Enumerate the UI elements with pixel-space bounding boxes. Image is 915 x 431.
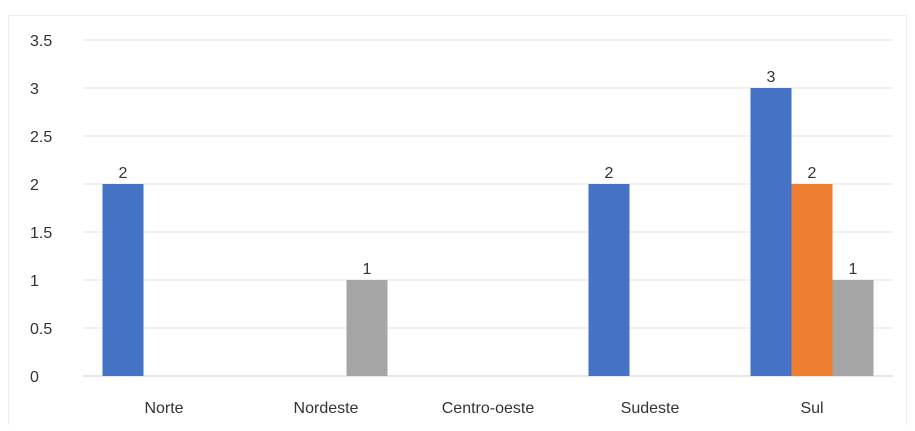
- y-tick-label: 3: [30, 81, 39, 98]
- gridlines: [83, 39, 893, 377]
- y-tick-label: 1: [30, 273, 39, 290]
- x-category-label: Norte: [144, 400, 183, 417]
- bar-sul-series-2: [791, 184, 833, 376]
- x-category-label: Sul: [800, 400, 823, 417]
- data-label: 2: [808, 165, 817, 182]
- x-category-label: Nordeste: [294, 400, 359, 417]
- y-tick-label: 0: [30, 369, 39, 386]
- x-category-label: Sudeste: [621, 400, 680, 417]
- y-axis-tick-labels: 0 0.5 1 1.5 2 2.5 3 3.5: [30, 33, 52, 386]
- bars: [102, 88, 874, 376]
- y-tick-label: 2: [30, 177, 39, 194]
- frame-border-right: [906, 15, 907, 425]
- x-category-label: Centro-oeste: [442, 400, 535, 417]
- x-axis-category-labels: Norte Nordeste Centro-oeste Sudeste Sul: [144, 400, 823, 417]
- data-label: 1: [849, 261, 858, 278]
- y-tick-label: 3.5: [30, 33, 52, 50]
- data-labels: 2 1 2 3 2 1: [119, 69, 858, 278]
- bar-norte-series-1: [102, 184, 144, 376]
- data-label: 2: [119, 165, 128, 182]
- data-label: 3: [767, 69, 776, 86]
- frame-border-top: [8, 15, 907, 16]
- y-tick-label: 0.5: [30, 321, 52, 338]
- data-label: 2: [605, 165, 614, 182]
- bar-sul-series-1: [750, 88, 792, 376]
- bar-sul-series-3: [832, 280, 874, 376]
- y-tick-label: 2.5: [30, 129, 52, 146]
- bar-nordeste-series-3: [346, 280, 388, 376]
- frame-border-left: [8, 15, 9, 425]
- y-tick-label: 1.5: [30, 225, 52, 242]
- data-label: 1: [363, 261, 372, 278]
- bar-sudeste-series-1: [588, 184, 630, 376]
